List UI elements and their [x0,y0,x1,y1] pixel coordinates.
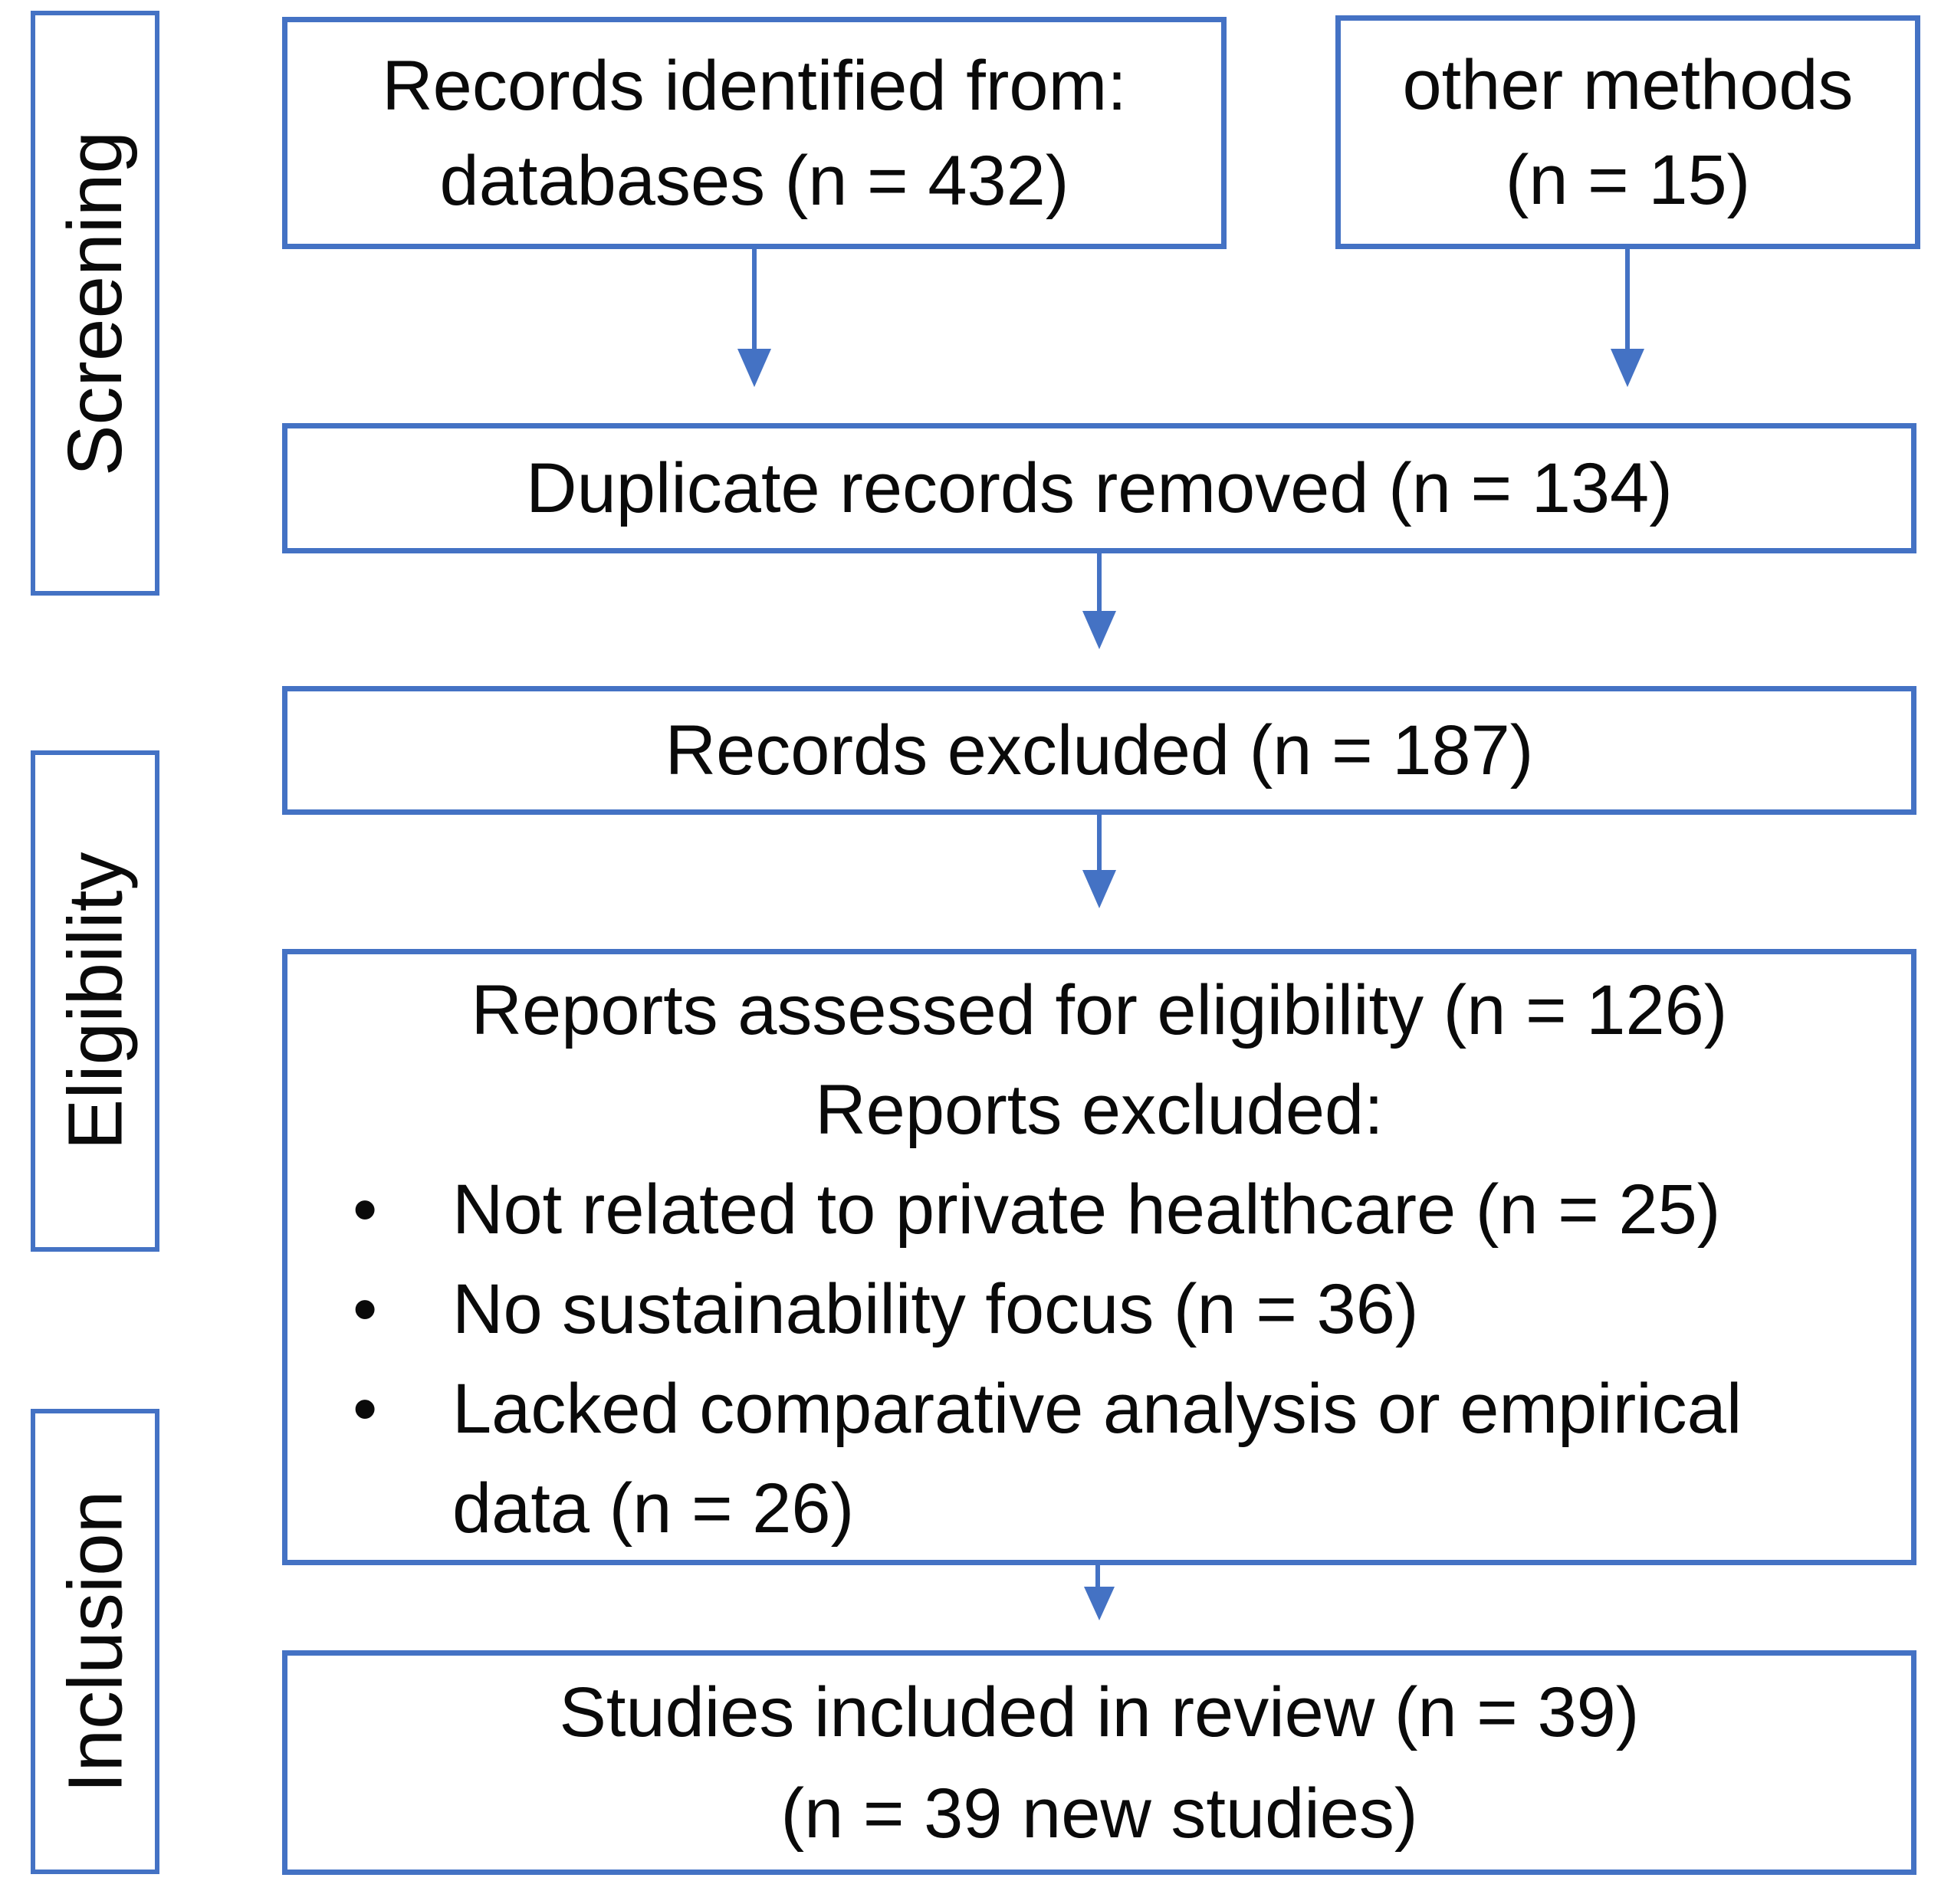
duplicates-removed-text: Duplicate records removed (n = 134) [526,449,1673,527]
studies-included-line1: Studies included in review (n = 39) [559,1673,1640,1751]
other-methods-line1: other methods [1402,45,1854,124]
other-methods-line2: (n = 15) [1505,140,1751,219]
box-records-identified: Records identified from: databases (n = … [282,17,1227,249]
studies-included-line2: (n = 39 new studies) [780,1774,1418,1853]
box-reports-assessed: Reports assessed for eligibility (n = 12… [282,949,1916,1565]
box-studies-included: Studies included in review (n = 39) (n =… [282,1650,1916,1875]
arrow-down-eligibility-icon [1095,1565,1100,1587]
arrow-down-other-methods-icon [1625,249,1630,349]
box-other-methods: other methods (n = 15) [1335,15,1920,249]
exclusion-reason-item: No sustainability focus (n = 36) [287,1259,1911,1359]
records-identified-line2: databases (n = 432) [439,141,1069,220]
arrow-down-identified-icon [752,249,757,349]
arrow-down-eligibility-head-icon [1084,1587,1115,1620]
records-identified-line1: Records identified from: [382,46,1127,125]
arrow-down-excluded-icon [1097,815,1102,870]
stage-label-screening: Screening [31,11,159,596]
exclusion-reason-item: Not related to private healthcare (n = 2… [287,1160,1911,1259]
reports-excluded-heading: Reports excluded: [815,1071,1384,1149]
arrow-down-identified-head-icon [737,349,771,387]
arrow-down-duplicates-head-icon [1082,611,1116,649]
arrow-down-duplicates-icon [1097,553,1102,611]
box-records-excluded: Records excluded (n = 187) [282,686,1916,815]
arrow-down-other-methods-head-icon [1611,349,1644,387]
stage-label-eligibility: Eligibility [31,750,159,1252]
stage-label-inclusion: Inclusion [31,1409,159,1874]
records-excluded-text: Records excluded (n = 187) [665,711,1534,790]
stage-label-inclusion-text: Inclusion [52,1490,138,1793]
reports-assessed-line: Reports assessed for eligibility (n = 12… [471,971,1728,1049]
arrow-down-excluded-head-icon [1082,870,1116,908]
stage-label-screening-text: Screening [52,130,139,476]
stage-label-eligibility-text: Eligibility [52,852,139,1151]
box-duplicates-removed: Duplicate records removed (n = 134) [282,423,1916,553]
exclusion-reason-item: Lacked comparative analysis or empirical… [287,1359,1911,1558]
